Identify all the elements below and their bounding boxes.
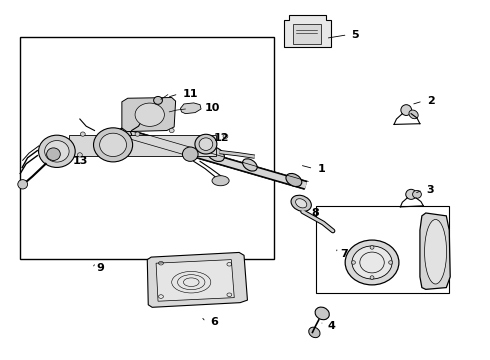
Ellipse shape (401, 105, 412, 116)
Ellipse shape (389, 261, 392, 264)
Ellipse shape (135, 103, 164, 126)
Ellipse shape (345, 240, 399, 285)
Polygon shape (420, 213, 450, 289)
Ellipse shape (94, 128, 133, 162)
Polygon shape (122, 98, 175, 132)
Ellipse shape (77, 153, 82, 157)
Ellipse shape (295, 199, 307, 208)
Ellipse shape (406, 189, 416, 199)
Ellipse shape (370, 246, 374, 249)
Ellipse shape (39, 135, 75, 167)
Ellipse shape (286, 174, 302, 186)
Ellipse shape (182, 147, 198, 161)
Ellipse shape (47, 148, 60, 161)
Text: 12: 12 (214, 133, 229, 143)
Ellipse shape (370, 276, 374, 279)
Ellipse shape (352, 246, 392, 279)
Ellipse shape (135, 132, 140, 136)
Ellipse shape (119, 128, 132, 139)
Ellipse shape (315, 307, 329, 320)
Ellipse shape (243, 159, 257, 171)
Ellipse shape (212, 176, 229, 186)
Text: 2: 2 (427, 96, 435, 106)
Ellipse shape (309, 327, 320, 338)
Polygon shape (156, 260, 234, 301)
Ellipse shape (223, 134, 228, 138)
Ellipse shape (199, 138, 213, 150)
Text: 4: 4 (327, 321, 335, 330)
Bar (20, 37, 274, 259)
Bar (69, 135, 216, 156)
Ellipse shape (413, 190, 421, 198)
Ellipse shape (18, 180, 27, 189)
Polygon shape (284, 15, 331, 47)
Text: 9: 9 (96, 263, 104, 273)
Text: 1: 1 (318, 163, 325, 174)
Ellipse shape (80, 132, 85, 136)
Ellipse shape (154, 96, 162, 104)
Bar (316, 206, 449, 293)
Text: 6: 6 (210, 317, 218, 327)
Text: 8: 8 (312, 208, 319, 218)
Ellipse shape (45, 140, 69, 162)
Ellipse shape (291, 195, 311, 211)
Text: 11: 11 (182, 89, 198, 99)
Text: 7: 7 (340, 248, 348, 258)
Text: 13: 13 (73, 156, 88, 166)
Ellipse shape (207, 147, 224, 162)
Ellipse shape (169, 129, 174, 133)
Ellipse shape (409, 110, 418, 119)
Ellipse shape (424, 220, 446, 284)
Ellipse shape (195, 134, 217, 154)
Ellipse shape (99, 133, 126, 157)
Text: 5: 5 (351, 30, 359, 40)
Ellipse shape (351, 261, 355, 264)
Text: 3: 3 (427, 185, 435, 195)
Polygon shape (180, 103, 201, 114)
Bar (293, 24, 321, 44)
Text: 10: 10 (205, 103, 220, 113)
Polygon shape (147, 252, 247, 307)
